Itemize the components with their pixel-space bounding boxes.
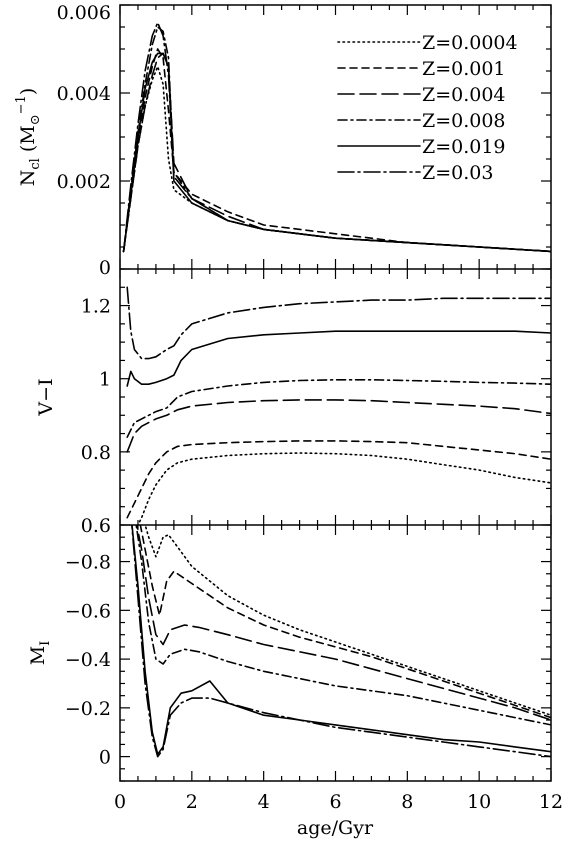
series-line-middle-5	[126, 286, 551, 360]
ytick-label-middle: 0.8	[81, 442, 111, 464]
ylabel-bottom: MI	[27, 641, 53, 666]
legend-label: Z=0.0004	[422, 32, 518, 54]
ytick-label-middle: 1.2	[81, 296, 111, 318]
plot-frame	[119, 4, 552, 782]
xtick-label: 6	[329, 791, 341, 813]
series-line-middle-3	[126, 378, 551, 439]
series-line-top-1	[122, 48, 551, 253]
ytick-label-bottom: −0.8	[65, 552, 111, 574]
series-line-bottom-3	[135, 525, 551, 726]
legend: Z=0.0004 Z=0.001 Z=0.004 Z=0.008 Z=0.019 Z=0.…	[337, 32, 518, 184]
xtick-label: 0	[114, 791, 126, 813]
ytick-label-bottom: −0.6	[65, 600, 111, 622]
ytick-label-top: 0.002	[57, 171, 111, 193]
panel-bottom: 0 −0.2 −0.4 −0.6 −0.8 0 2 4 6 8 10 12 MI age/Gyr	[27, 524, 563, 839]
ytick-label-bottom: −0.4	[65, 649, 111, 671]
ytick-label-middle: 0.6	[81, 515, 111, 537]
ylabel-middle: V−I	[35, 378, 57, 416]
series-line-middle-0	[137, 452, 551, 525]
legend-label: Z=0.008	[422, 110, 506, 132]
series-line-middle-4	[126, 330, 551, 387]
ytick-label-bottom: 0	[99, 747, 111, 769]
series-line-bottom-5	[131, 525, 551, 758]
legend-label: Z=0.03	[422, 162, 493, 184]
series-line-top-5	[122, 21, 551, 253]
ytick-label-middle: 1	[99, 369, 111, 391]
series-line-bottom-0	[144, 525, 551, 717]
xtick-label: 4	[258, 791, 270, 813]
ytick-label-top: 0	[99, 257, 111, 279]
xtick-label: 12	[539, 791, 563, 813]
xtick-label: 10	[467, 791, 491, 813]
series-line-bottom-2	[135, 525, 551, 721]
series-line-bottom-1	[139, 525, 551, 719]
ytick-label-top: 0.006	[57, 2, 111, 24]
legend-label: Z=0.019	[422, 136, 506, 158]
series-line-bottom-4	[131, 525, 551, 756]
xtick-label: 2	[186, 791, 198, 813]
xtick-label: 8	[401, 791, 413, 813]
legend-label: Z=0.001	[422, 58, 506, 80]
panel-middle: 0.6 0.8 1 1.2 V−I	[35, 268, 552, 537]
series-line-middle-1	[126, 440, 551, 519]
ytick-label-bottom: −0.2	[65, 698, 111, 720]
ylabel-top: Ncl (M⊙−1)	[14, 88, 43, 187]
ytick-label-top: 0.004	[57, 83, 111, 105]
series-line-middle-2	[126, 399, 551, 453]
xlabel: age/Gyr	[297, 817, 374, 839]
legend-label: Z=0.004	[422, 84, 506, 106]
